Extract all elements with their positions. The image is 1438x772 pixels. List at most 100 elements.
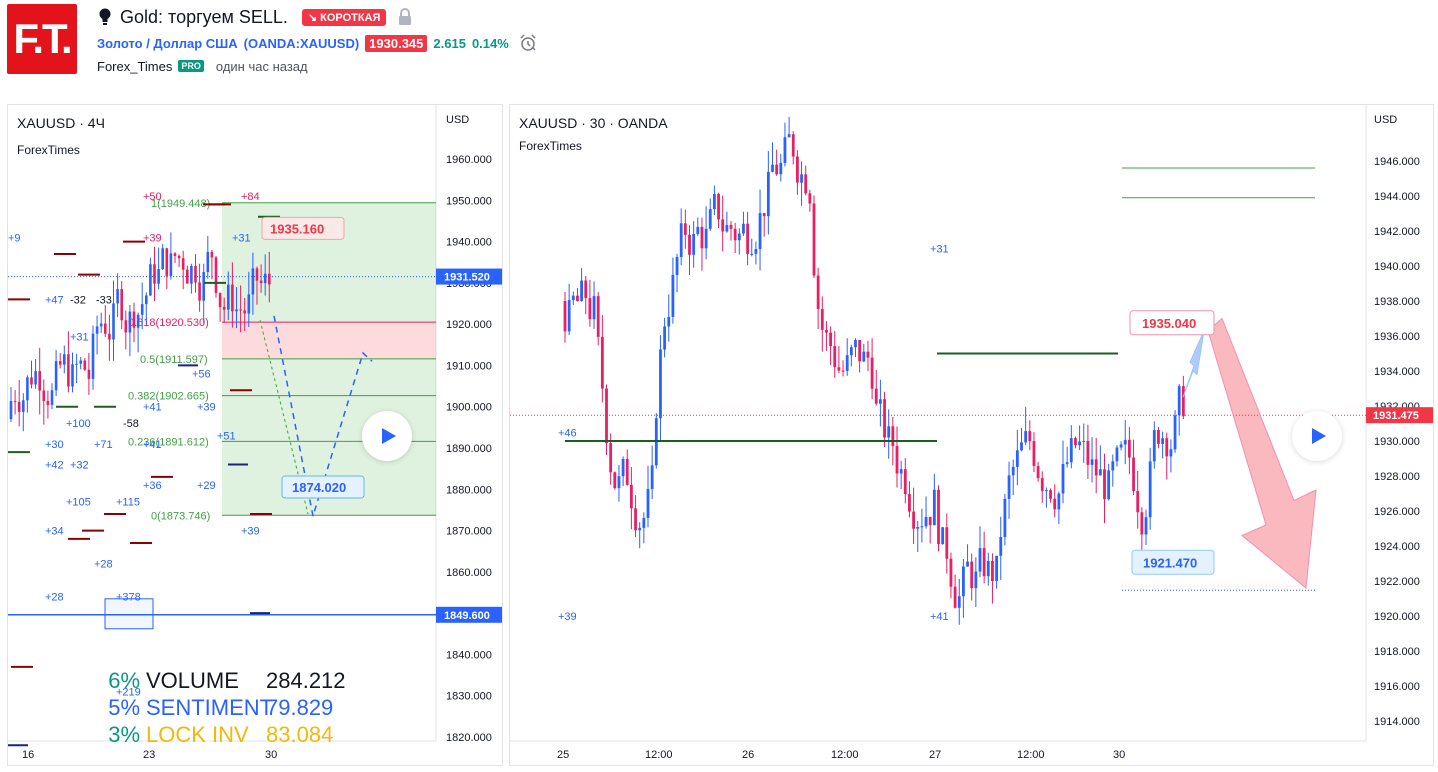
candle-body [650,465,654,490]
candle-body [1024,431,1028,443]
candle-body [22,400,25,412]
candle-body [231,284,234,312]
candle-body [713,193,716,210]
candle-body [937,489,940,545]
candle-body [50,390,54,405]
idea-title-row: Gold: торгуем SELL. ↘ КОРОТКАЯ [98,6,412,28]
stat-lock-value: 83.084 [266,722,334,747]
candle-body [962,566,965,597]
candle-body [13,401,17,403]
trade-count-marker: +41 [143,439,162,451]
y-tick-label: 1914.000 [1374,716,1420,728]
y-tick-label: 1920.000 [446,319,492,331]
trade-count-marker: +29 [197,480,216,492]
trade-count-marker: -33 [96,294,112,306]
candle-body [609,443,613,473]
trade-count-marker: +47 [45,294,64,306]
candle-body [1082,440,1086,442]
candle-body [638,527,642,531]
candle-body [563,301,567,332]
candle-body [999,536,1003,556]
candle-body [617,476,621,489]
candle-body [849,347,853,356]
candle-body [1103,469,1106,500]
callout-lower-value: 1874.020 [292,480,346,495]
candle-body [613,472,617,489]
alarm-clock-icon[interactable] [519,34,537,52]
chart-4h-pane[interactable]: USD1960.0001950.0001940.0001930.0001920.… [7,104,503,766]
trade-count-marker: +30 [45,439,64,451]
y-tick-label: 1910.000 [446,360,492,372]
candle-body [600,336,604,389]
idea-title: Gold: торгуем SELL. [120,6,288,27]
candle-body [854,339,857,348]
stat-volume-pct: 6% [108,668,140,693]
candle-body [116,289,119,304]
candle-body [239,309,242,311]
candle-body [791,134,795,157]
candle-body [210,251,214,258]
candle-body [825,329,828,333]
lock-icon [399,8,412,25]
fib-level-label: 0.5(1911.597) [140,354,208,366]
brand-logo[interactable]: F.T. [7,4,77,74]
candle-body [928,516,932,526]
play-button[interactable] [362,411,412,461]
candle-body [746,223,749,254]
candle-body [169,253,173,276]
candle-body [1003,498,1007,537]
candle-body [71,364,74,387]
candle-body [692,234,696,255]
candle-body [1157,430,1160,444]
candle-body [1165,438,1169,457]
candle-body [903,469,907,495]
y-tick-label: 1934.000 [1374,366,1420,378]
candle-body [808,193,812,204]
symbol-name-link[interactable]: Золото / Доллар США [97,35,238,51]
callout-box-upper [261,216,345,240]
candle-body [771,164,774,172]
fib-level-label: 0.236(1891.612) [128,436,209,448]
candle-body [136,314,140,328]
last-price-badge: 1930.345 [365,34,428,52]
candle-body [108,333,111,340]
candle-body [866,351,870,358]
candle-body [829,332,832,347]
y-tick-label: 1950.000 [446,195,492,207]
author-name[interactable]: Forex_Times [97,58,173,74]
fib-level-label: 0.382(1902.665) [128,391,209,403]
candle-body [576,295,579,301]
symbol-code-link[interactable]: (OANDA:XAUUSD) [243,35,360,51]
candle-body [675,256,679,275]
chart-4h-canvas[interactable]: USD1960.0001950.0001940.0001930.0001920.… [8,105,503,766]
candle-body [1123,439,1127,445]
currency-label: USD [446,114,469,126]
candle-body [567,300,571,332]
candle-body [766,171,770,217]
candle-body [58,361,62,365]
chart-30m-pane[interactable]: USD 1946.000 1944.000 1942.000 1940.000 1938.… [509,104,1434,766]
candle-body [91,333,95,379]
candle-body [671,274,675,317]
trade-count-marker: +9 [8,232,21,244]
stat-sentiment-pct: 5% [108,695,140,720]
candle-body [704,228,708,249]
candle-body [120,289,123,321]
chart-30m-canvas[interactable]: USD 1946.000 1944.000 1942.000 1940.000 1938.… [510,105,1434,766]
play-button-right[interactable] [1292,411,1342,461]
candle-body [621,458,625,477]
candle-body [625,458,629,485]
candle-body [161,248,164,270]
candle-body [787,134,791,138]
price-axis-tag [436,268,502,285]
candle-body [30,377,33,385]
candle-body [190,265,193,284]
candle-body [63,354,66,365]
candle-body [725,224,729,232]
candle-body [750,253,754,255]
chart-30m-title: XAUUSD · 30 · OANDA [519,115,668,131]
candle-body [634,508,637,531]
candle-body [754,249,758,254]
candle-body [1140,512,1144,535]
idea-header: F.T. Gold: торгуем SELL. ↘ КОРОТКАЯ Золо… [0,0,1438,100]
